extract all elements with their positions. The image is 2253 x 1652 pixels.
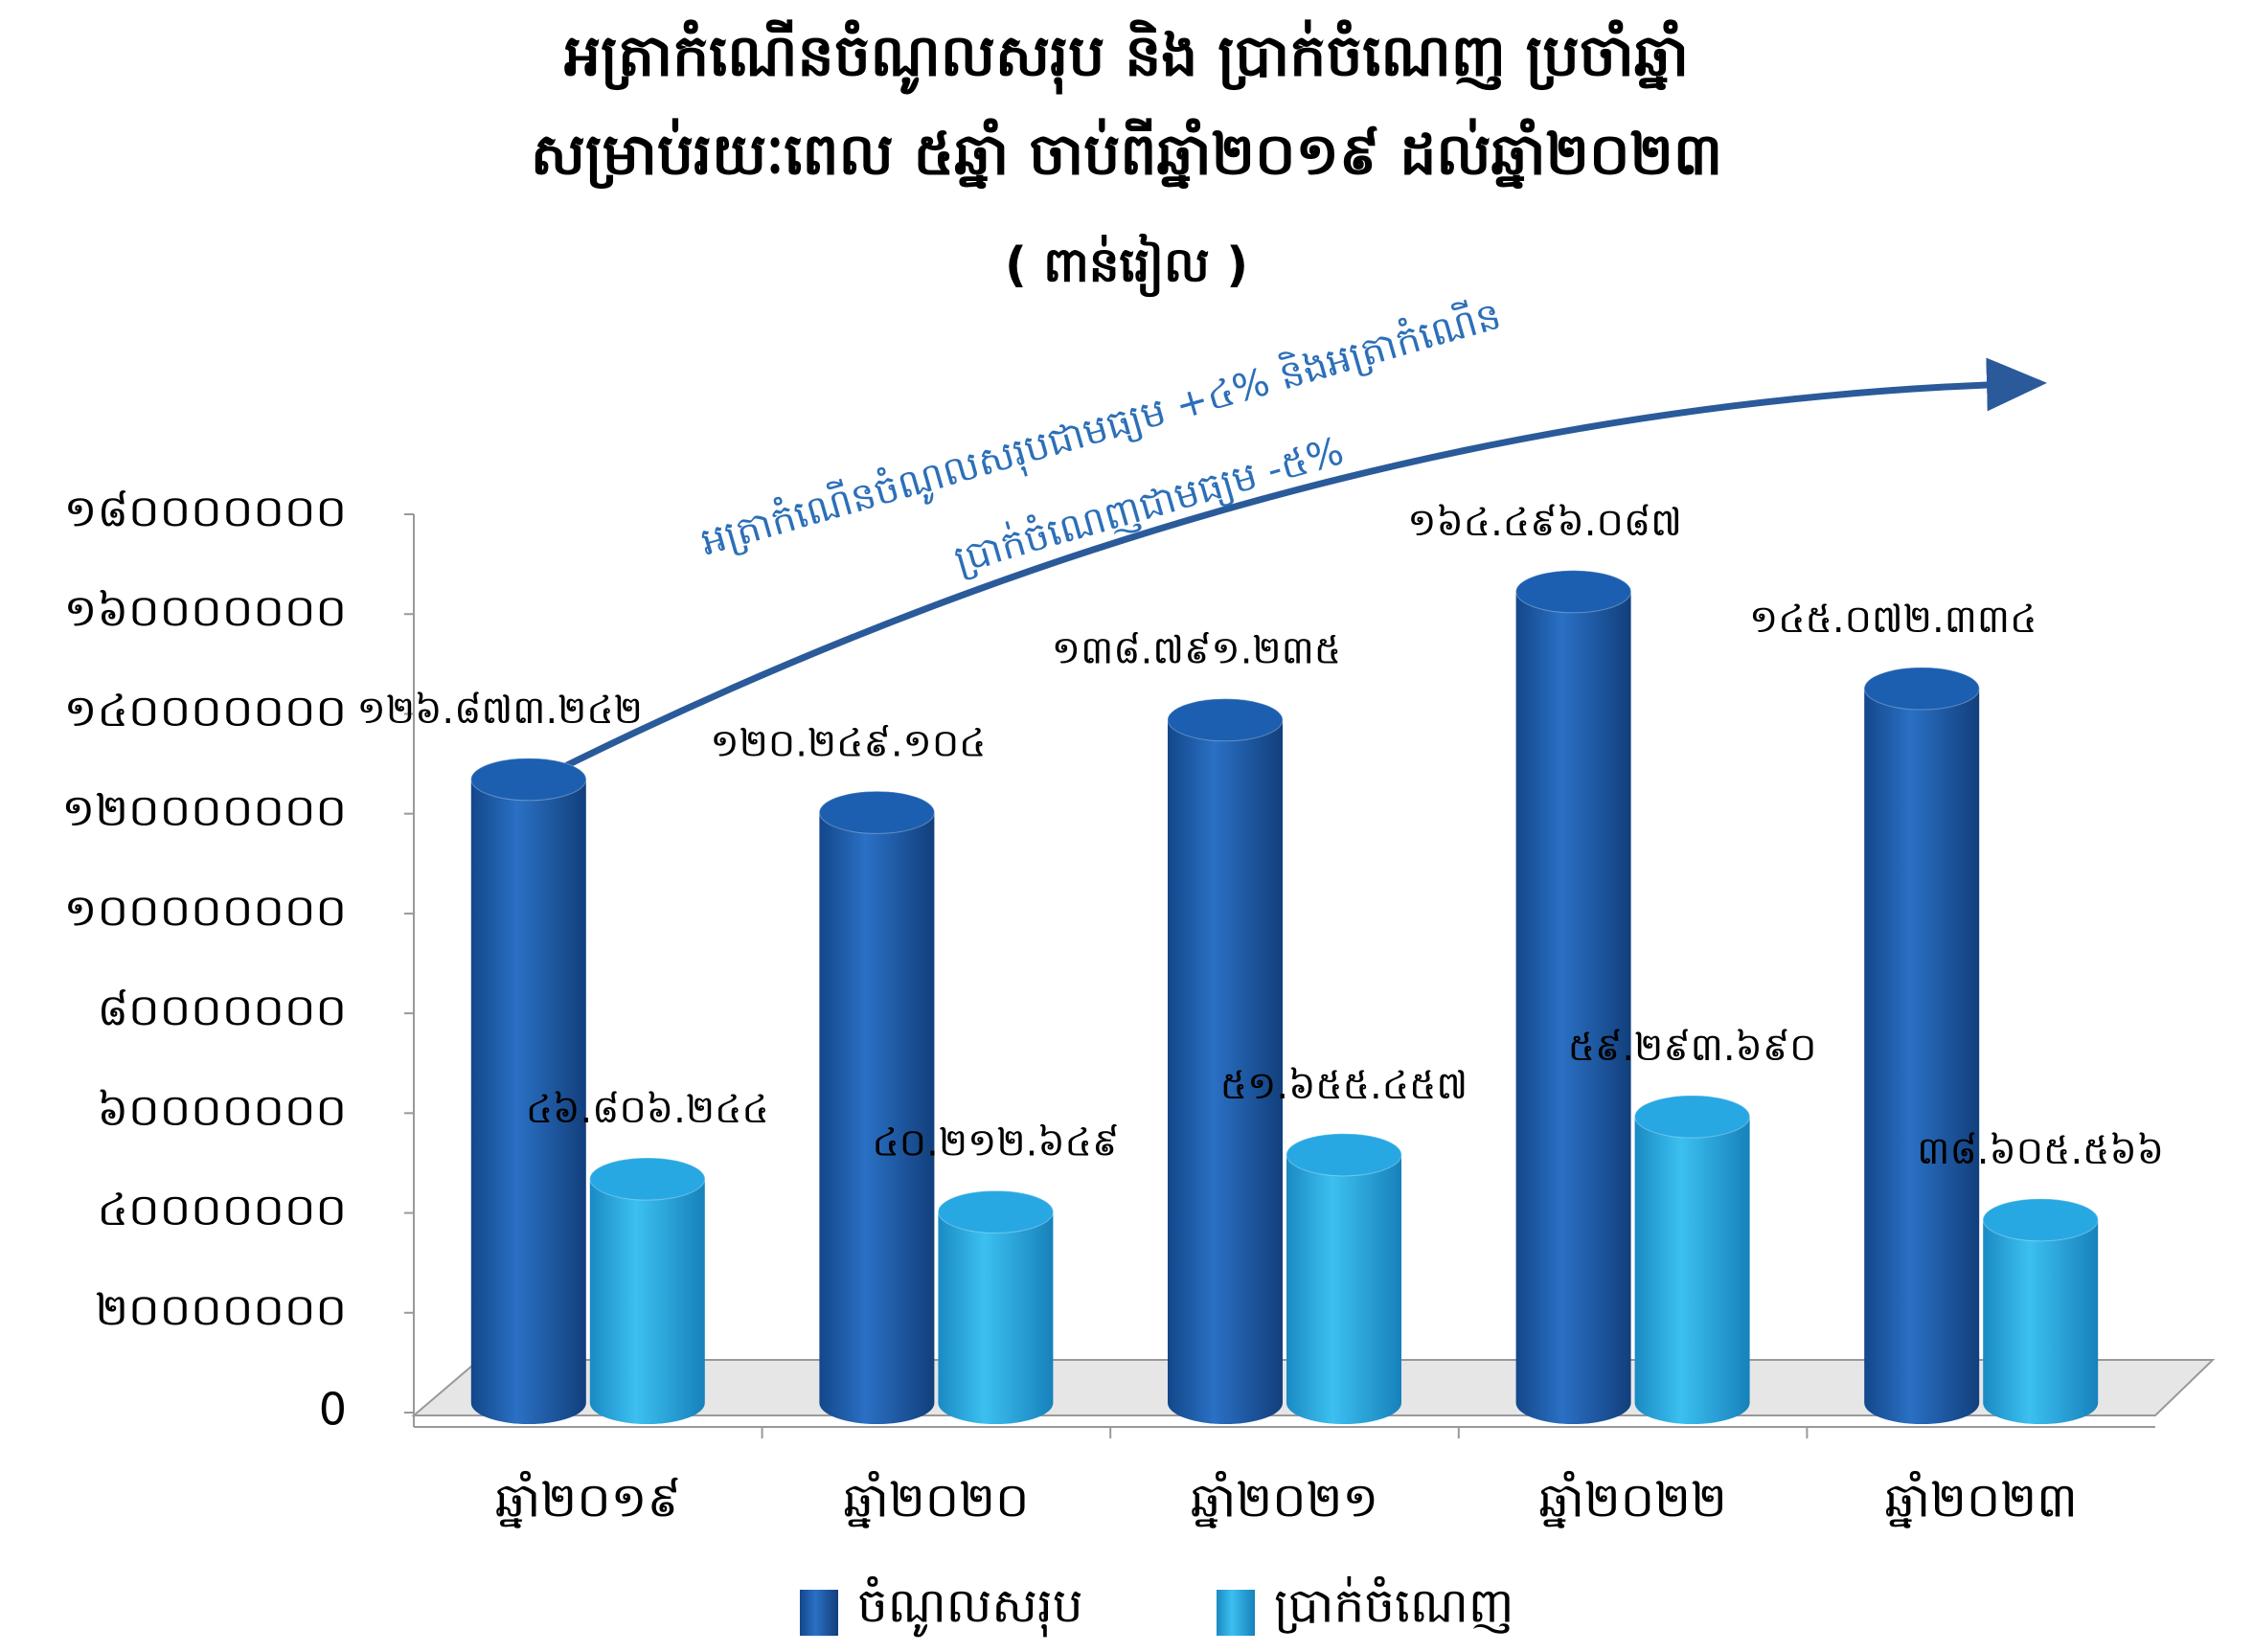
bar [938,1190,1054,1424]
chart-subtitle: ( ពាន់រៀល ) [1005,234,1248,298]
chart-title: អត្រាកំណើនចំណូលសរុប និង ប្រាក់ចំណេញ ប្រច… [564,19,1689,95]
legend-label: ប្រាក់ចំណេញ [1274,1576,1514,1635]
y-tick-label: 0 [319,1384,347,1436]
y-tick-label: ១០០០០០០០០ [64,884,347,936]
legend-label: ចំណូលសរុប [857,1576,1083,1638]
y-tick-label: ១៦០០០០០០០ [64,585,347,637]
bar-top [470,758,587,802]
value-label: ១៣៨.៧៩១.២៣៥ [1052,629,1341,673]
bar [1168,698,1283,1424]
value-label: ៤៦.៨០៦.២៤៤ [526,1088,769,1132]
bar-top [1167,698,1284,742]
x-tick-label: ឆ្នាំ២០២១ [1191,1471,1379,1529]
value-label: ៤០.២១២.៦៤៩ [872,1120,1119,1165]
value-label: ១៦៤.៤៩៦.០៨៧ [1407,501,1682,545]
bar [1983,1198,2099,1424]
x-tick-label: ឆ្នាំ២០២៣ [1884,1471,2077,1529]
bar [819,791,935,1424]
x-tick-label: ឆ្នាំ២០២២ [1538,1471,1727,1529]
y-tick-label: ១៤០០០០០០០ [64,685,347,736]
value-label: ១៤៥.០៧២.៣៣៤ [1749,598,2037,642]
y-tick-label: ៦០០០០០០០ [97,1084,347,1136]
chart-title: សម្រាប់រយៈពេល ៥ឆ្នាំ ចាប់ពីឆ្នាំ២០១៩ ដល់… [531,118,1722,190]
x-tick-label: ឆ្នាំ២០២០ [843,1471,1029,1529]
bar-top [818,790,935,834]
value-label: ៣៨.៦០៥.៥៦៦ [1917,1129,2164,1173]
bar [1634,1096,1750,1424]
legend-swatch [1217,1590,1255,1636]
value-label: ៥៩.២៩៣.៦៩០ [1568,1026,1817,1070]
y-tick-label: ៤០០០០០០០ [97,1184,347,1235]
bar-top [1286,1133,1402,1177]
bar [1864,668,1980,1424]
bar-top [1982,1198,2099,1242]
value-label: ៥១.៦៥៥.៤៥៧ [1220,1064,1468,1108]
bar-top [589,1157,706,1201]
bar [1286,1133,1401,1424]
y-tick-label: ២០០០០០០០ [95,1283,347,1335]
value-label: ១២០.២៤៩.១០៤ [710,721,986,765]
bar-top [1863,667,1980,711]
bar-top [1634,1095,1751,1139]
y-tick-label: ១២០០០០០០០ [61,784,347,836]
bar [589,1158,705,1424]
x-tick-label: ឆ្នាំ២០១៩ [495,1471,681,1529]
value-label: ១២៦.៨៧៣.២៤២ [357,689,643,733]
bar-top [1515,570,1632,614]
trend-arrow [544,357,2047,780]
bar [470,758,586,1424]
bar-top [937,1189,1054,1233]
bar [1515,570,1631,1424]
legend-swatch [800,1590,838,1636]
y-tick-label: ១៨០០០០០០០ [64,486,347,537]
y-tick-label: ៨០០០០០០០ [97,984,347,1036]
